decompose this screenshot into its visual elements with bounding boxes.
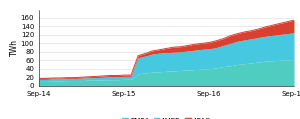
Legend: EMEA, AMER, APAC: EMEA, AMER, APAC [122,118,211,119]
Y-axis label: TWh: TWh [10,39,19,56]
